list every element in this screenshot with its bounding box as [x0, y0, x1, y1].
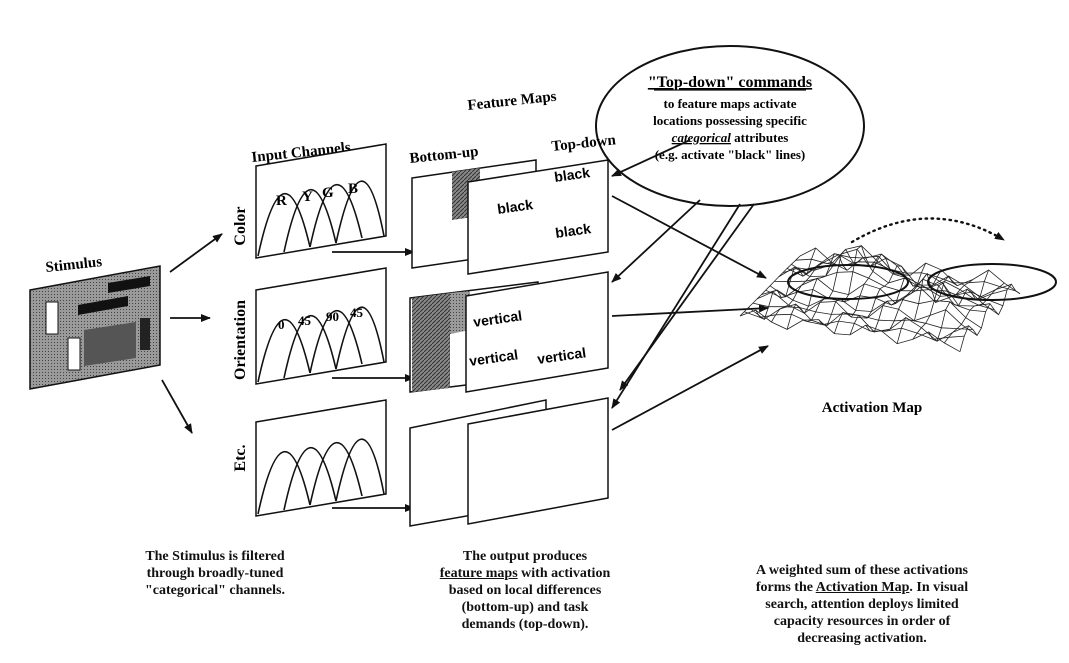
activation-map: Activation Map — [739, 217, 1057, 416]
mesh-line — [769, 273, 991, 307]
caption-right-line-5: decreasing activation. — [797, 631, 927, 646]
mesh-line — [786, 253, 848, 330]
color-to-activation-arrow — [611, 195, 767, 279]
orientation-topdown-word-1: vertical — [472, 307, 523, 330]
topdown-commands-box: "Top-down" commands to feature maps acti… — [595, 45, 865, 207]
etc-row: Etc. — [232, 397, 609, 527]
caption-middle-line-5: demands (top-down). — [461, 617, 589, 632]
caption-left-line-2: through broadly-tuned — [146, 566, 284, 581]
orientation-to-activation-arrow — [611, 304, 769, 317]
mesh-line — [943, 282, 1005, 344]
caption-right-activation-map: Activation Map — [815, 580, 910, 595]
caption-right: A weighted sum of these activations form… — [712, 562, 1012, 647]
orientation-tuning-45a: 45 — [298, 313, 312, 328]
caption-right-line-4: capacity resources in order of — [773, 614, 951, 629]
caption-right-line-2-pre: forms the — [755, 580, 816, 595]
color-topdown-word-2: black — [496, 196, 534, 217]
orientation-topdown-word-2: vertical — [468, 346, 519, 369]
orientation-tuning-0: 0 — [278, 317, 285, 332]
channel-name-orientation: Orientation — [232, 300, 249, 380]
topdown-line-2: locations possessing specific — [653, 113, 807, 128]
mesh-line — [771, 261, 832, 323]
topdown-title: "Top-down" commands — [648, 74, 812, 91]
color-row: Color R Y G B black black black — [232, 143, 609, 275]
caption-middle-feature-maps: feature maps — [439, 566, 518, 581]
mesh-line — [748, 303, 969, 342]
caption-middle: The output produces feature maps with ac… — [405, 548, 645, 633]
topdown-categorical: categorical — [672, 130, 732, 145]
caption-middle-line-4: (bottom-up) and task — [461, 600, 589, 615]
topdown-to-etc-arrow — [611, 203, 741, 409]
mesh-line — [739, 255, 801, 317]
mesh-line — [959, 283, 1021, 352]
color-tuning-y: Y — [302, 189, 313, 205]
feature-maps-label: Feature Maps — [467, 89, 558, 114]
color-topdown-word-3: black — [554, 220, 592, 241]
caption-middle-line-3: based on local differences — [448, 583, 602, 598]
topdown-to-color-arrow — [611, 139, 691, 177]
stimulus-to-color-arrow — [169, 233, 223, 273]
topdown-to-orientation-arrow — [611, 199, 701, 283]
activation-surface — [739, 245, 1021, 353]
caption-middle-line-1: The output produces — [462, 549, 588, 564]
caption-left-line-1: The Stimulus is filtered — [145, 549, 285, 564]
caption-right-line-1: A weighted sum of these activations — [756, 563, 968, 578]
etc-to-activation-arrow — [611, 345, 769, 431]
topdown-line-3: categorical attributes — [672, 130, 789, 145]
mesh-line — [744, 311, 965, 340]
mesh-line — [881, 269, 942, 332]
orientation-tuning-90: 90 — [326, 309, 339, 324]
mesh-line — [912, 279, 974, 340]
caption-left: The Stimulus is filtered through broadly… — [100, 548, 330, 599]
top-down-label: Top-down — [551, 132, 617, 155]
activation-map-label: Activation Map — [822, 400, 922, 416]
orientation-topdown-word-3: vertical — [536, 344, 587, 367]
color-tuning-r: R — [276, 193, 287, 209]
orientation-tuning-45b: 45 — [350, 305, 364, 320]
topdown-line-1: to feature maps activate — [664, 96, 797, 111]
stimulus-panel: Stimulus — [29, 254, 161, 390]
topdown-attributes: attributes — [731, 130, 788, 145]
color-tuning-g: G — [322, 185, 334, 201]
stimulus-label: Stimulus — [45, 254, 103, 276]
mesh-line — [818, 245, 879, 326]
mesh-line — [928, 269, 989, 342]
attention-dotted-arrow — [850, 217, 1006, 244]
color-tuning-b: B — [348, 181, 358, 197]
topdown-line-4: (e.g. activate "black" lines) — [655, 147, 806, 162]
mesh-line — [755, 247, 817, 320]
bottom-up-label: Bottom-up — [409, 144, 479, 167]
caption-left-line-3: "categorical" channels. — [145, 583, 285, 598]
color-topdown-word-1: black — [553, 164, 591, 185]
mesh-line — [849, 265, 911, 336]
mesh-line — [802, 248, 864, 322]
orientation-row: Orientation 0 45 90 45 vertical vertical… — [232, 267, 609, 393]
channel-name-etc: Etc. — [232, 444, 249, 471]
stimulus-to-etc-arrow — [161, 379, 193, 434]
channel-name-color: Color — [232, 206, 249, 245]
mesh-line — [833, 253, 895, 334]
caption-right-line-3: search, attention deploys limited — [765, 597, 959, 612]
caption-middle-line-2-rest: with activation — [517, 566, 611, 581]
mesh-line — [865, 262, 927, 333]
topdown-to-etc-arrow-2 — [619, 203, 755, 391]
mesh-line — [896, 272, 958, 344]
caption-right-line-2-rest: . In visual — [909, 580, 969, 595]
